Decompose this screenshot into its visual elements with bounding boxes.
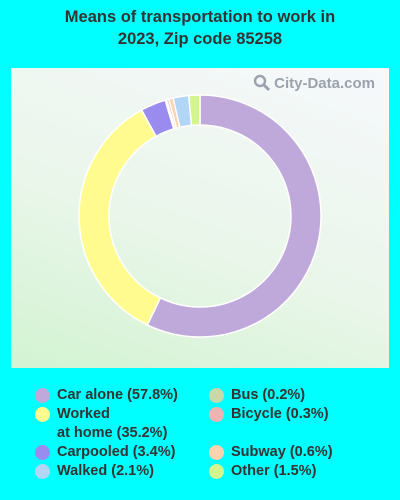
legend-item-other: Other (1.5%) [209, 462, 316, 481]
legend: Car alone (57.8%) Worked at home (35.2%) C… [0, 386, 400, 496]
legend-item-bus: Bus (0.2%) [209, 386, 305, 405]
watermark-text: City-Data.com [274, 74, 375, 92]
legend-item-worked-at-home: Worked at home (35.2%) [35, 405, 167, 443]
legend-swatch [209, 407, 224, 422]
watermark: City-Data.com [253, 74, 375, 92]
magnifier-icon [253, 74, 271, 92]
legend-swatch [35, 388, 50, 403]
legend-swatch [35, 407, 50, 422]
legend-item-bicycle: Bicycle (0.3%) [209, 405, 329, 424]
chart-title: Means of transportation to work in 2023,… [0, 6, 400, 50]
legend-swatch [209, 464, 224, 479]
legend-label: Other (1.5%) [231, 463, 317, 479]
slice-car-alone [146, 94, 322, 338]
legend-swatch [35, 445, 50, 460]
slice-other [187, 94, 201, 127]
legend-item-walked: Walked (2.1%) [35, 462, 154, 481]
legend-swatch [35, 464, 50, 479]
legend-swatch [209, 445, 224, 460]
legend-label: Bicycle (0.3%) [231, 406, 329, 422]
legend-label: Bus (0.2%) [231, 387, 306, 403]
legend-label: Walked (2.1%) [57, 463, 154, 479]
legend-item-carpooled: Carpooled (3.4%) [35, 443, 175, 462]
legend-label: Subway (0.6%) [231, 444, 333, 460]
legend-item-subway: Subway (0.6%) [209, 443, 333, 462]
legend-item-car-alone: Car alone (57.8%) [35, 386, 178, 405]
legend-label: Worked at home (35.2%) [57, 406, 168, 441]
legend-swatch [209, 388, 224, 403]
legend-label: Car alone (57.8%) [57, 387, 178, 403]
chart-title-text: Means of transportation to work in 2023,… [64, 8, 336, 48]
donut-chart [78, 94, 322, 338]
legend-label: Carpooled (3.4%) [57, 444, 176, 460]
plot-area: City-Data.com [11, 68, 389, 368]
slice-worked-at-home [78, 108, 162, 326]
